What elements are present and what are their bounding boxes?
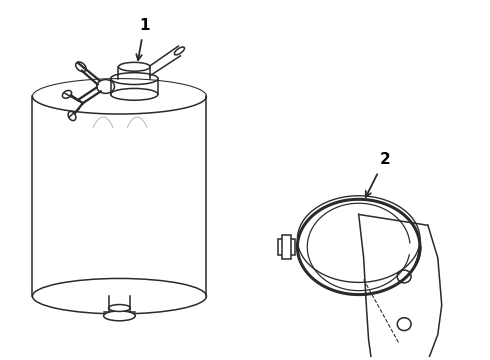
Ellipse shape [62, 90, 72, 98]
Ellipse shape [103, 311, 135, 321]
Ellipse shape [397, 270, 411, 283]
Ellipse shape [111, 89, 158, 100]
Ellipse shape [68, 111, 76, 121]
Ellipse shape [111, 73, 158, 85]
Text: 1: 1 [139, 18, 149, 33]
Text: 2: 2 [380, 152, 391, 167]
FancyBboxPatch shape [282, 235, 292, 259]
Ellipse shape [109, 305, 130, 311]
Ellipse shape [75, 62, 86, 72]
Ellipse shape [397, 318, 411, 330]
Ellipse shape [97, 80, 115, 93]
Ellipse shape [119, 62, 150, 71]
Ellipse shape [174, 47, 184, 55]
FancyBboxPatch shape [278, 239, 295, 255]
